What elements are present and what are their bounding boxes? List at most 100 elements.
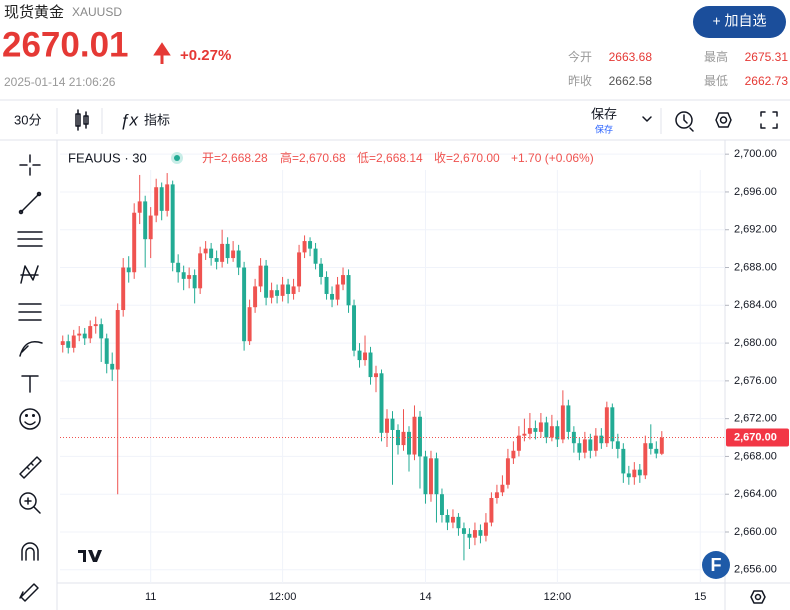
candle-body — [170, 184, 175, 263]
candle-body — [407, 431, 411, 455]
candle-body — [560, 405, 565, 440]
candle-body — [428, 458, 433, 495]
candle-body — [418, 416, 422, 457]
candle-body — [588, 439, 593, 451]
candle-body — [341, 275, 346, 285]
y-tick-label: 2,684.00 — [734, 299, 777, 311]
x-tick-label: 11 — [145, 591, 156, 603]
candle-body — [626, 473, 631, 478]
save-button[interactable]: 保存 — [591, 106, 617, 121]
candle-body — [236, 250, 241, 268]
settings-icon[interactable] — [715, 112, 732, 128]
timestamp: 2025-01-14 21:06:26 — [4, 75, 116, 89]
candle-body — [439, 494, 444, 515]
y-tick-label: 2,664.00 — [734, 488, 777, 500]
candle-body — [615, 441, 620, 449]
candle-body — [566, 405, 571, 432]
candle-body — [445, 514, 450, 523]
stat-label: 最高 — [704, 49, 728, 64]
candle-body — [154, 187, 159, 216]
axis-settings-icon[interactable] — [750, 590, 766, 604]
alert-icon[interactable] — [675, 111, 694, 132]
indicators-button[interactable]: 指标 — [144, 112, 170, 127]
instrument-code: XAUUSD — [72, 5, 122, 19]
candle-body — [505, 458, 510, 485]
candle-body — [60, 341, 65, 345]
candle-body — [110, 363, 115, 370]
candle-body — [121, 267, 126, 311]
indicator-icon: ƒx — [120, 110, 138, 129]
candle-body — [198, 253, 203, 289]
candle-body — [467, 533, 472, 538]
y-tick-label: 2,668.00 — [734, 450, 777, 462]
candle-body — [396, 429, 400, 446]
candle-body — [159, 187, 164, 211]
candle-body — [478, 530, 483, 536]
candle-body — [659, 437, 664, 454]
candle-body — [148, 215, 153, 240]
candle-body — [516, 435, 521, 451]
candle-body — [181, 272, 186, 279]
instrument-name: 现货黄金 — [4, 4, 64, 21]
candle-body — [192, 275, 197, 289]
candle-body — [456, 516, 461, 529]
candle-body — [247, 307, 252, 342]
fullscreen-icon[interactable] — [760, 111, 778, 129]
candle-body — [621, 448, 626, 474]
save-sub: 保存 — [595, 123, 613, 134]
candle-body — [66, 341, 71, 348]
candle-type-icon[interactable] — [75, 109, 89, 131]
candle-body — [637, 469, 642, 476]
interval-button[interactable]: 30分 — [14, 112, 41, 127]
candle-body — [286, 284, 291, 294]
candle-body — [533, 428, 538, 432]
candle-body — [71, 335, 76, 348]
candle-body — [555, 426, 560, 440]
legend-low: 低=2,668.14 — [357, 151, 423, 165]
candle-body — [379, 373, 384, 433]
candle-body — [538, 422, 543, 432]
tv-logo — [78, 550, 102, 562]
candle-body — [77, 333, 82, 336]
candle-body — [643, 443, 648, 476]
candle-body — [385, 418, 389, 433]
price-tag — [726, 428, 789, 447]
y-tick-label: 2,676.00 — [734, 375, 777, 387]
candle-body — [599, 435, 604, 444]
candle-body — [275, 290, 280, 296]
candle-body — [176, 262, 181, 273]
candle-body — [494, 492, 499, 498]
candle-body — [88, 326, 93, 339]
stat-value: 2662.58 — [609, 74, 653, 88]
stat-value: 2675.31 — [745, 50, 789, 64]
candle-body — [648, 443, 653, 449]
stat-label: 最低 — [704, 74, 728, 88]
candle-body — [335, 284, 340, 300]
candle-body — [401, 431, 406, 446]
legend-change: +1.70 (+0.06%) — [511, 151, 594, 165]
candle-body — [280, 284, 285, 296]
candle-body — [308, 241, 313, 249]
legend-symbol: FEAUUS · 30 — [68, 150, 147, 165]
candle-body — [632, 469, 637, 478]
save-menu-icon[interactable] — [642, 116, 652, 122]
y-tick-label: 2,660.00 — [734, 526, 777, 538]
candle-body — [549, 426, 554, 438]
y-tick-label: 2,692.00 — [734, 224, 777, 236]
candle-body — [577, 443, 582, 453]
candle-body — [104, 338, 109, 364]
x-tick-label: 14 — [419, 591, 431, 603]
candle-body — [330, 293, 335, 300]
brand-badge[interactable] — [702, 551, 730, 579]
drawing-tools[interactable] — [17, 154, 43, 602]
y-tick-label: 2,688.00 — [734, 261, 777, 273]
add-watchlist-button[interactable] — [693, 6, 786, 38]
legend-close: 收=2,670.00 — [434, 151, 500, 165]
candle-body — [264, 265, 269, 298]
y-tick-label: 2,700.00 — [734, 148, 777, 160]
up-arrow — [153, 42, 171, 64]
candle-body — [302, 241, 307, 253]
stat-value: 2662.73 — [745, 74, 789, 88]
price-change: +0.27% — [180, 47, 231, 64]
x-tick-label: 12:00 — [544, 591, 572, 603]
